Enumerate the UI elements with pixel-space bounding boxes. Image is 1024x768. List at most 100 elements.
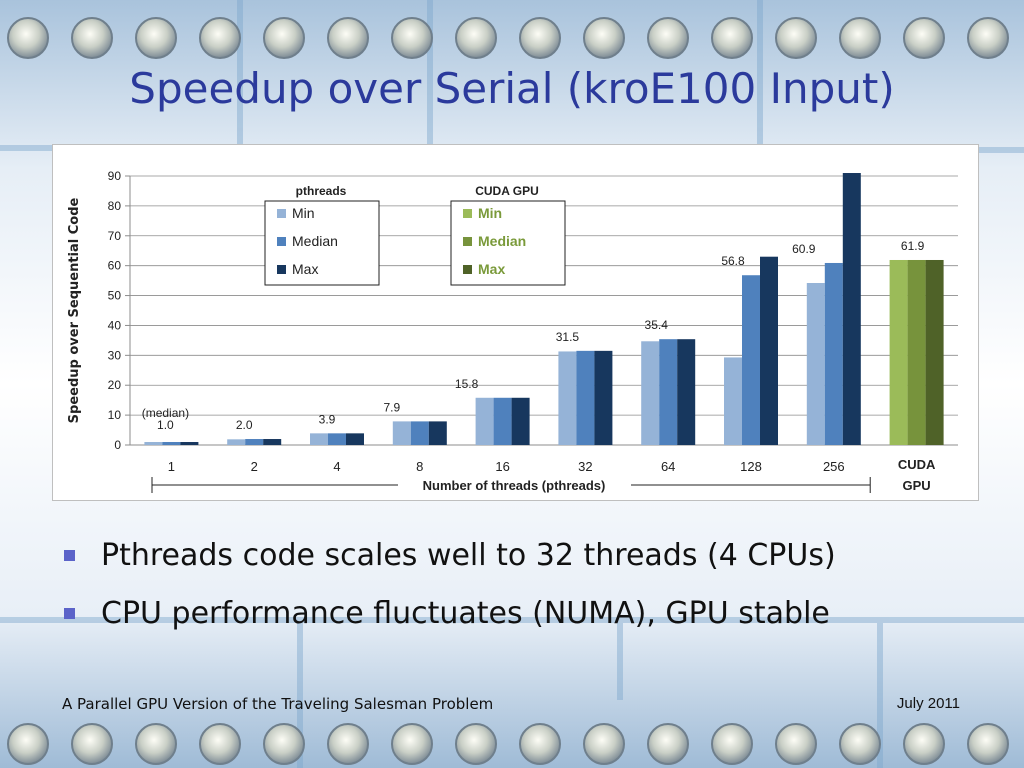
bar-cuda-gpu-median — [907, 259, 926, 445]
y-tick-label: 70 — [108, 229, 122, 243]
data-label: 1.0 — [157, 418, 174, 432]
bar-pthreads-median — [824, 262, 843, 445]
bar-pthreads-median — [162, 442, 181, 445]
bar-cuda-gpu-min — [889, 259, 908, 445]
bullet-item: CPU performance fluctuates (NUMA), GPU s… — [62, 584, 1002, 642]
legend-label: Median — [292, 233, 338, 249]
bar-pthreads-min — [144, 442, 163, 445]
circuit-hole — [903, 723, 945, 765]
y-tick-label: 90 — [108, 169, 122, 183]
bar-pthreads-median — [245, 439, 264, 445]
legend-label: Min — [292, 205, 315, 221]
bar-pthreads-min — [310, 433, 328, 445]
circuit-hole — [199, 723, 241, 765]
bar-pthreads-min — [227, 439, 246, 445]
bar-pthreads-max — [180, 442, 199, 445]
circuit-hole — [967, 17, 1009, 59]
legend-label: Max — [478, 261, 505, 277]
bar-pthreads-max — [594, 350, 613, 445]
y-tick-label: 30 — [108, 348, 122, 362]
circuit-hole — [967, 723, 1009, 765]
circuit-hole — [135, 723, 177, 765]
circuit-hole — [7, 17, 49, 59]
y-tick-label: 20 — [108, 378, 122, 392]
circuit-hole — [327, 723, 369, 765]
circuit-hole — [263, 723, 305, 765]
legend-swatch — [463, 237, 472, 246]
circuit-hole — [391, 723, 433, 765]
circuit-hole — [775, 723, 817, 765]
x-tick-label: CUDA — [898, 457, 936, 472]
bar-pthreads-min — [806, 283, 825, 445]
circuit-hole — [327, 17, 369, 59]
bar-cuda-gpu-max — [925, 259, 944, 445]
bar-pthreads-min — [392, 421, 411, 445]
legend-swatch — [277, 237, 286, 246]
bar-pthreads-max — [842, 173, 861, 445]
data-label: 31.5 — [556, 330, 580, 344]
footer-date: July 2011 — [896, 695, 960, 712]
circuit-hole — [903, 17, 945, 59]
y-tick-label: 10 — [108, 408, 122, 422]
bar-pthreads-min — [641, 341, 660, 445]
circuit-hole — [455, 723, 497, 765]
data-label: 3.9 — [319, 412, 336, 426]
bar-pthreads-median — [742, 275, 760, 445]
circuit-hole — [135, 17, 177, 59]
circuit-hole — [391, 17, 433, 59]
bullet-item: Pthreads code scales well to 32 threads … — [62, 526, 1002, 584]
bullet-text: Pthreads code scales well to 32 threads … — [101, 537, 836, 573]
circuit-hole — [839, 723, 881, 765]
y-tick-label: 60 — [108, 259, 122, 273]
x-tick-label: 64 — [661, 459, 675, 474]
bar-pthreads-median — [410, 421, 429, 445]
x-tick-label: 256 — [823, 459, 845, 474]
slide-title: Speedup over Serial (kroE100 Input) — [129, 64, 895, 113]
circuit-hole — [839, 17, 881, 59]
data-label: 15.8 — [455, 377, 479, 391]
x-tick-label: GPU — [903, 478, 931, 493]
footer-title: A Parallel GPU Version of the Traveling … — [62, 695, 494, 713]
x-tick-label: 4 — [333, 459, 340, 474]
circuit-hole — [583, 723, 625, 765]
x-tick-label: 32 — [578, 459, 592, 474]
bullet-square-icon — [64, 549, 75, 561]
legend-label: Max — [292, 261, 318, 277]
bar-pthreads-min — [724, 357, 742, 445]
circuit-hole — [263, 17, 305, 59]
bar-pthreads-min — [475, 397, 494, 445]
y-tick-label: 50 — [108, 289, 122, 303]
data-label: 56.8 — [721, 254, 745, 268]
legend-swatch — [463, 265, 472, 274]
circuit-hole — [519, 723, 561, 765]
bar-pthreads-min — [558, 351, 577, 445]
x-tick-label: 1 — [168, 459, 175, 474]
data-label-note: (median) — [142, 406, 189, 420]
circuit-hole — [583, 17, 625, 59]
bar-pthreads-max — [677, 339, 696, 445]
bar-pthreads-max — [511, 397, 530, 445]
circuit-hole — [647, 17, 689, 59]
circuit-hole — [647, 723, 689, 765]
circuit-hole — [199, 17, 241, 59]
bar-pthreads-max — [346, 433, 364, 445]
bar-pthreads-max — [263, 439, 282, 445]
x-axis-title: Number of threads (pthreads) — [423, 478, 606, 493]
bullet-list: Pthreads code scales well to 32 threads … — [62, 526, 1002, 642]
legend-label: Median — [478, 233, 526, 249]
circuit-hole — [775, 17, 817, 59]
circuit-hole — [71, 17, 113, 59]
circuit-hole — [519, 17, 561, 59]
y-tick-label: 80 — [108, 199, 122, 213]
circuit-hole — [711, 17, 753, 59]
bar-pthreads-median — [576, 350, 595, 445]
data-label: 60.9 — [792, 242, 816, 256]
y-axis-title: Speedup over Sequential Code — [67, 197, 82, 423]
bar-pthreads-median — [328, 433, 346, 445]
x-tick-label: 16 — [495, 459, 509, 474]
speedup-bar-chart: 0 10 20 30 40 50 60 70 80 90 Speedup over Sequenti… — [67, 169, 958, 493]
y-tick-label: 0 — [114, 438, 121, 452]
data-label: 35.4 — [645, 318, 669, 332]
bar-pthreads-median — [493, 397, 512, 445]
circuit-hole — [711, 723, 753, 765]
